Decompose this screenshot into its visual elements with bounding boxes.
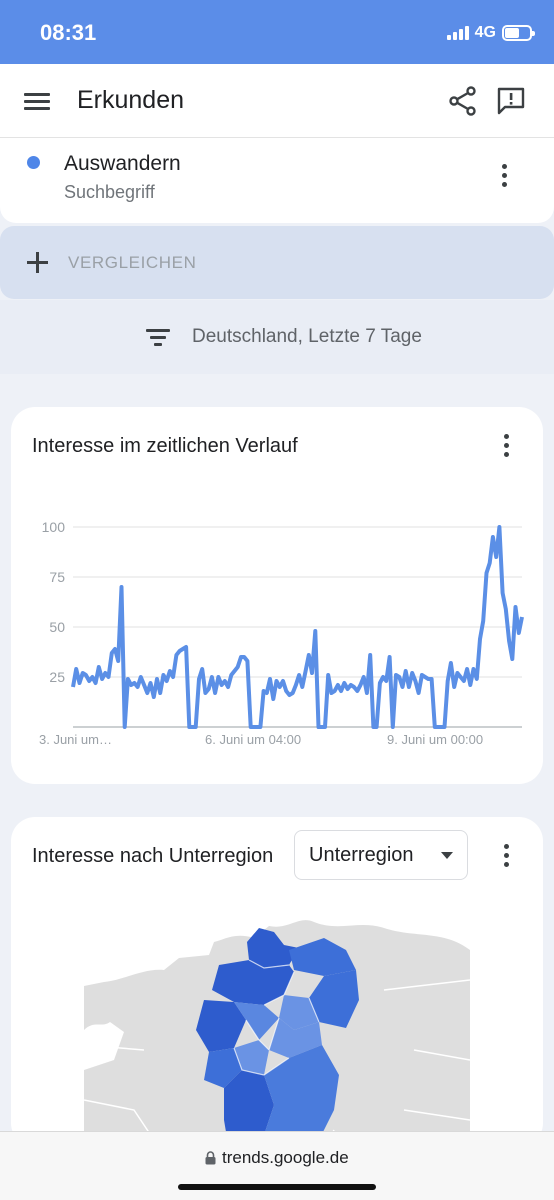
dropdown-label: Unterregion (309, 844, 414, 866)
term-more-icon[interactable] (494, 160, 514, 190)
card-title: Interesse nach Unterregion (32, 845, 274, 867)
page-title: Erkunden (77, 86, 185, 114)
line-chart: 100 75 50 25 3. Juni um… 6. Juni um 04:00 9. J… (39, 519, 524, 747)
interest-by-subregion-card: Interesse nach Unterregion Unterregion (11, 817, 543, 1147)
card-title: Interesse im zeitlichen Verlauf (32, 435, 298, 457)
term-color-dot (27, 156, 40, 169)
region-border (233, 959, 320, 1076)
map-region (224, 1070, 274, 1147)
app-bar: Erkunden (0, 64, 554, 138)
status-bar: 08:31 4G (0, 0, 554, 64)
lock-icon (205, 1151, 216, 1165)
map-region (234, 1002, 279, 1040)
url-text: trends.google.de (222, 1148, 349, 1167)
browser-url-bar[interactable]: trends.google.de (0, 1131, 554, 1200)
map-region (212, 960, 294, 1005)
compare-label: VERGLEICHEN (68, 253, 197, 272)
status-indicators: 4G (446, 22, 535, 44)
y-tick-label: 50 (49, 619, 65, 635)
map-region (289, 938, 356, 976)
map-region (196, 1000, 246, 1052)
plus-icon (27, 252, 48, 273)
map-region (247, 928, 299, 968)
germany-map[interactable] (84, 910, 470, 1147)
filter-icon (146, 329, 170, 347)
map-region (269, 1018, 322, 1058)
status-time: 08:31 (40, 20, 97, 45)
series-line (71, 525, 524, 729)
compare-button[interactable]: VERGLEICHEN (0, 226, 554, 299)
map-more-icon[interactable] (496, 840, 516, 870)
y-tick-label: 100 (42, 519, 66, 535)
y-tick-label: 75 (49, 569, 65, 585)
map-region (260, 1045, 339, 1147)
country-border (84, 979, 470, 1147)
home-indicator[interactable] (178, 1184, 376, 1190)
filter-button[interactable]: Deutschland, Letzte 7 Tage (0, 300, 554, 374)
term-name: Auswandern (64, 152, 181, 175)
signal-icon (446, 26, 469, 40)
caret-down-icon (441, 852, 453, 859)
feedback-icon[interactable] (496, 86, 526, 116)
x-tick-label: 6. Juni um 04:00 (205, 732, 301, 747)
x-tick-label: 3. Juni um… (39, 732, 112, 747)
subregion-dropdown[interactable]: Unterregion (294, 830, 468, 880)
network-label: 4G (474, 24, 496, 41)
x-tick-label: 9. Juni um 00:00 (387, 732, 483, 747)
y-tick-label: 25 (49, 669, 65, 685)
interest-over-time-card: Interesse im zeitlichen Verlauf 100 75 50 2… (11, 407, 543, 784)
filter-label: Deutschland, Letzte 7 Tage (192, 326, 422, 347)
search-term-card[interactable]: Auswandern Suchbegriff (0, 138, 554, 223)
term-type: Suchbegriff (64, 182, 155, 202)
share-icon[interactable] (449, 86, 477, 116)
map-region (279, 995, 319, 1030)
battery-icon (502, 25, 535, 41)
sea-area (84, 910, 470, 986)
menu-icon[interactable] (24, 93, 50, 111)
chart-more-icon[interactable] (496, 430, 516, 460)
map-region (204, 1048, 242, 1088)
map-region (234, 1040, 269, 1075)
map-region (309, 970, 359, 1028)
